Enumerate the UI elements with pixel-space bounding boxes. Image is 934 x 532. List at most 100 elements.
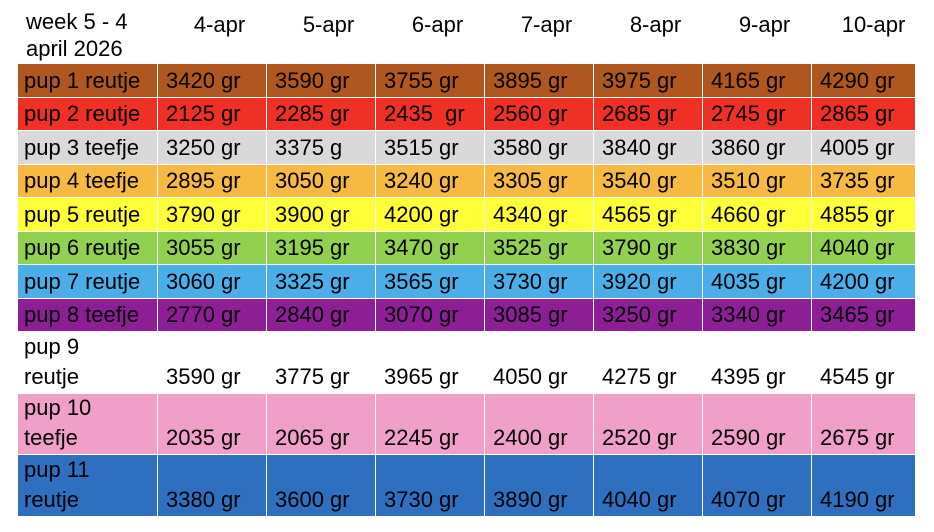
row-label-text: pup 1 reutje [24, 68, 141, 93]
weight-cell-text: 3250 gr [602, 302, 677, 327]
row-label-text: pup 10 teefje [24, 395, 92, 450]
weight-cell-text: 2035 gr [166, 425, 241, 450]
weight-cell: 4070 gr [703, 455, 812, 517]
weight-cell: 2125 gr [158, 98, 267, 131]
row-label: pup 6 reutje [18, 232, 158, 265]
weight-cell: 3085 gr [485, 299, 594, 332]
weight-cell-text: 4200 gr [384, 202, 459, 227]
weight-cell: 4165 gr [703, 64, 812, 98]
row-label: pup 10 teefje [18, 394, 158, 455]
weight-cell-text: 3600 gr [275, 487, 350, 512]
weight-cell: 4050 gr [485, 332, 594, 394]
row-label: pup 5 reutje [18, 198, 158, 232]
weight-cell-text: 4855 gr [820, 202, 895, 227]
weight-cell-text: 2895 gr [166, 168, 241, 193]
weight-cell: 4290 gr [812, 64, 916, 98]
weight-cell-text: 3340 gr [711, 302, 786, 327]
weight-cell-text: 3590 gr [166, 364, 241, 389]
weight-cell: 3250 gr [158, 131, 267, 165]
weight-cell: 3890 gr [485, 455, 594, 517]
row-label: pup 9 reutje [18, 332, 158, 394]
date-header: 8-apr [594, 4, 703, 44]
weight-cell-text: 3380 gr [166, 487, 241, 512]
weight-cell-text: 3900 gr [275, 202, 350, 227]
weight-cell: 2685 gr [594, 98, 703, 131]
weight-cell-text: 4050 gr [493, 364, 568, 389]
weight-cell: 3900 gr [267, 198, 376, 232]
row-label-text: pup 3 teefje [24, 135, 139, 160]
weight-cell-text: 2245 gr [384, 425, 459, 450]
weight-cell-text: 2435 gr [384, 101, 465, 126]
weight-cell-text: 3920 gr [602, 269, 677, 294]
weight-cell-text: 2285 gr [275, 101, 350, 126]
weight-cell-text: 2865 gr [820, 101, 895, 126]
weight-cell-text: 3830 gr [711, 235, 786, 260]
weight-cell-text: 3060 gr [166, 269, 241, 294]
weight-cell-text: 4340 gr [493, 202, 568, 227]
weight-cell: 4200 gr [812, 265, 916, 299]
weight-cell: 4035 gr [703, 265, 812, 299]
weight-cell-text: 4200 gr [820, 269, 895, 294]
weight-cell: 4190 gr [812, 455, 916, 517]
weight-cell: 2895 gr [158, 165, 267, 198]
weight-cell: 3580 gr [485, 131, 594, 165]
weight-cell: 3250 gr [594, 299, 703, 332]
weight-cell: 3340 gr [703, 299, 812, 332]
weight-cell-text: 3420 gr [166, 68, 241, 93]
weight-cell-text: 3470 gr [384, 235, 459, 260]
weight-cell: 3965 gr [376, 332, 485, 394]
weight-cell: 2285 gr [267, 98, 376, 131]
weight-cell: 3525 gr [485, 232, 594, 265]
weight-cell-text: 3730 gr [384, 487, 459, 512]
weight-cell-text: 2685 gr [602, 101, 677, 126]
row-label: pup 2 reutje [18, 98, 158, 131]
weight-cell-text: 3790 gr [602, 235, 677, 260]
weight-cell: 3895 gr [485, 64, 594, 98]
date-header-text: 7-apr [520, 11, 573, 37]
weight-cell-text: 4070 gr [711, 487, 786, 512]
weight-cell: 3540 gr [594, 165, 703, 198]
weight-cell-text: 2125 gr [166, 101, 241, 126]
weight-cell-text: 4395 gr [711, 364, 786, 389]
weight-cell: 2035 gr [158, 394, 267, 455]
weight-cell-text: 4190 gr [820, 487, 895, 512]
row-label-text: pup 9 reutje [24, 334, 80, 389]
weight-cell: 3565 gr [376, 265, 485, 299]
weight-cell: 3600 gr [267, 455, 376, 517]
row-label: pup 1 reutje [18, 64, 158, 98]
row-label-text: pup 11 reutje [24, 457, 90, 512]
row-label-text: pup 6 reutje [24, 235, 141, 260]
date-header: 9-apr [703, 4, 812, 44]
row-label-text: pup 7 reutje [24, 269, 141, 294]
weight-cell: 2865 gr [812, 98, 916, 131]
weight-cell: 4565 gr [594, 198, 703, 232]
weight-cell-text: 2560 gr [493, 101, 568, 126]
weight-cell: 3325 gr [267, 265, 376, 299]
weight-cell: 3305 gr [485, 165, 594, 198]
weight-cell: 3420 gr [158, 64, 267, 98]
weight-cell-text: 4565 gr [602, 202, 677, 227]
weight-cell: 4275 gr [594, 332, 703, 394]
date-header-text: 4-apr [193, 11, 246, 37]
weight-cell-text: 4035 gr [711, 269, 786, 294]
weight-cell: 4040 gr [812, 232, 916, 265]
weight-cell: 2745 gr [703, 98, 812, 131]
weight-cell: 3860 gr [703, 131, 812, 165]
weight-cell: 3050 gr [267, 165, 376, 198]
date-header-text: 5-apr [302, 11, 355, 37]
weight-cell: 2560 gr [485, 98, 594, 131]
weight-cell: 3840 gr [594, 131, 703, 165]
weight-cell-text: 4165 gr [711, 68, 786, 93]
weight-cell: 3515 gr [376, 131, 485, 165]
weight-cell-text: 3050 gr [275, 168, 350, 193]
weight-cell-text: 3510 gr [711, 168, 786, 193]
weight-cell-text: 3975 gr [602, 68, 677, 93]
weight-cell: 3195 gr [267, 232, 376, 265]
weight-cell-text: 3515 gr [384, 135, 459, 160]
date-header: 7-apr [485, 4, 594, 44]
weight-cell-text: 3250 gr [166, 135, 241, 160]
weight-cell: 2400 gr [485, 394, 594, 455]
weight-cell: 4855 gr [812, 198, 916, 232]
weight-cell-text: 3965 gr [384, 364, 459, 389]
